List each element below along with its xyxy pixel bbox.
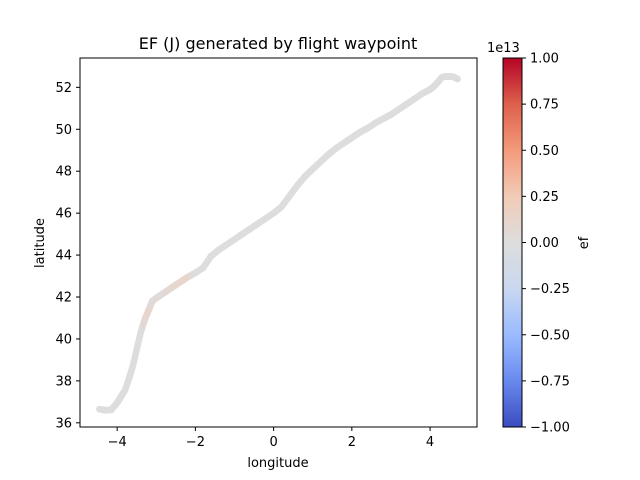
y-tick-label: 42: [55, 291, 72, 306]
y-axis-label: latitude: [33, 218, 48, 268]
colorbar-tick-label: −0.50: [530, 328, 570, 343]
colorbar-tick-label: −1.00: [530, 421, 570, 436]
y-tick-label: 38: [55, 374, 72, 389]
y-tick-label: 44: [55, 249, 72, 264]
waypoint-marker: [454, 75, 461, 83]
chart-title: EF (J) generated by flight waypoint: [139, 34, 417, 53]
colorbar-tick-label: 1.00: [530, 52, 559, 67]
x-axis-ticks: −4 −2 0 2 4: [108, 427, 434, 450]
plot-area: [79, 57, 478, 428]
colorbar-tick-label: −0.75: [530, 374, 570, 389]
y-tick-label: 50: [55, 123, 72, 138]
colorbar-tick-label: 0.75: [530, 98, 559, 113]
colorbar-ticks: 1.00 0.75 0.50 0.25 0.00 −0.25 −0.50 −0.75 −1.00: [522, 52, 570, 436]
x-tick-label: 2: [348, 435, 356, 450]
x-axis-label: longitude: [247, 456, 308, 471]
colorbar-tick-label: 0.00: [530, 236, 559, 251]
y-tick-label: 36: [55, 416, 72, 431]
y-tick-label: 52: [55, 81, 72, 96]
y-tick-label: 40: [55, 332, 72, 347]
colorbar-offset-text: 1e13: [487, 41, 520, 56]
colorbar-gradient: [502, 57, 523, 428]
y-axis-ticks: 36 38 40 42 44 46 48 50 52: [55, 81, 80, 431]
colorbar-label: ef: [577, 236, 592, 249]
colorbar-tick-label: 0.25: [530, 190, 559, 205]
colorbar-tick-label: 0.50: [530, 144, 559, 159]
plot-frame: [79, 57, 478, 428]
x-tick-label: −2: [186, 435, 205, 450]
y-tick-label: 46: [55, 207, 72, 222]
x-tick-label: −4: [108, 435, 127, 450]
x-tick-label: 4: [426, 435, 434, 450]
x-tick-label: 0: [269, 435, 277, 450]
y-tick-label: 48: [55, 165, 72, 180]
colorbar: 1.00 0.75 0.50 0.25 0.00 −0.25 −0.50 −0.75 −1.00…: [487, 41, 592, 436]
flight-waypoints: [96, 73, 461, 414]
colorbar-tick-label: −0.25: [530, 282, 570, 297]
